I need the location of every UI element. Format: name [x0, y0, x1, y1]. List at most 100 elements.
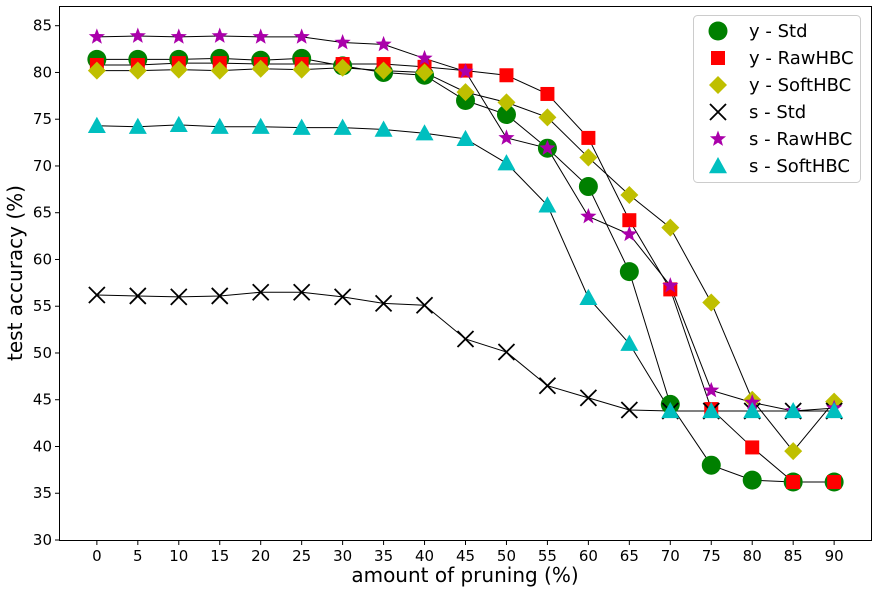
data-point: [251, 117, 270, 134]
x-tick-label: 40: [415, 547, 434, 565]
data-point: [415, 63, 434, 82]
data-point: [661, 218, 680, 237]
data-point: [745, 440, 760, 455]
data-point: [784, 401, 803, 419]
data-point: [825, 401, 844, 419]
data-point: [703, 381, 720, 398]
data-point: [87, 116, 106, 133]
data-point: [374, 294, 393, 313]
data-point: [334, 34, 351, 50]
x-tick-label: 25: [292, 547, 311, 565]
x-tick-label: 75: [702, 547, 721, 565]
data-point: [661, 401, 680, 419]
series-markers: [87, 27, 844, 492]
data-point: [742, 470, 762, 490]
legend-label: s - SoftHBC: [749, 156, 850, 177]
legend-label: s - RawHBC: [749, 129, 852, 150]
x-tick-label: 15: [210, 547, 229, 565]
data-point: [375, 35, 392, 52]
y-tick-label: 65: [33, 204, 52, 222]
data-point: [538, 108, 557, 127]
data-point: [169, 115, 188, 133]
data-point: [540, 86, 555, 101]
data-point: [88, 286, 106, 304]
legend-marker: [708, 21, 728, 41]
x-tick-label: 10: [169, 547, 188, 565]
y-tick-label: 55: [33, 297, 52, 315]
x-tick-label: 30: [333, 547, 352, 565]
legend-marker: [709, 76, 727, 94]
y-tick-label: 35: [33, 484, 52, 502]
data-point: [374, 61, 393, 80]
data-point: [621, 225, 638, 242]
x-tick-label: 90: [825, 547, 844, 565]
x-tick-label: 5: [133, 547, 143, 565]
legend-marker: [709, 130, 727, 146]
legend-box: [693, 15, 861, 183]
legend-entry: s - SoftHBC: [709, 156, 850, 177]
x-tick-label: 50: [497, 547, 516, 565]
axis-ticks: 0 5 10 15 20 25 30 35 40 45 50 55 60 65 70 75 80 85 90 30 35…: [33, 17, 844, 565]
data-point: [251, 59, 270, 78]
data-point: [210, 61, 229, 80]
y-tick-label: 60: [33, 250, 52, 268]
data-point: [497, 154, 516, 171]
x-tick-label: 20: [251, 547, 270, 565]
y-tick-label: 70: [33, 157, 52, 175]
data-point: [292, 60, 311, 79]
data-point: [415, 124, 434, 141]
data-point: [538, 196, 557, 213]
data-point: [333, 58, 352, 77]
x-tick-label: 60: [579, 547, 598, 565]
data-point: [702, 293, 721, 312]
data-point: [211, 27, 228, 43]
data-point: [579, 389, 598, 407]
y-tick-label: 45: [33, 391, 52, 409]
x-tick-label: 65: [620, 547, 639, 565]
data-point: [211, 287, 229, 305]
data-point: [580, 207, 597, 224]
data-point: [578, 177, 598, 197]
y-tick-label: 80: [33, 63, 52, 81]
legend-entry: y - RawHBC: [711, 48, 854, 69]
data-point: [374, 120, 393, 137]
y-tick-label: 50: [33, 344, 52, 362]
x-tick-label: 85: [784, 547, 803, 565]
data-point: [416, 49, 433, 66]
data-point: [581, 130, 596, 145]
data-point: [129, 27, 146, 43]
data-point: [252, 28, 269, 44]
legend-marker: [711, 51, 725, 65]
legend-marker: [709, 103, 727, 121]
data-point: [415, 296, 434, 314]
legend-entry: y - SoftHBC: [709, 75, 851, 96]
data-point: [88, 28, 105, 44]
data-point: [292, 118, 311, 135]
data-point: [293, 28, 310, 44]
data-point: [252, 283, 270, 301]
x-tick-label: 45: [456, 547, 475, 565]
data-point: [457, 63, 474, 79]
data-point: [620, 334, 639, 351]
data-point: [333, 118, 352, 135]
x-axis-label: amount of pruning (%): [351, 563, 578, 587]
x-tick-label: 55: [538, 547, 557, 565]
data-point: [128, 117, 147, 134]
data-point: [456, 129, 475, 147]
data-point: [496, 105, 516, 125]
legend-label: y - Std: [749, 21, 808, 42]
data-point: [701, 455, 721, 475]
data-point: [170, 28, 187, 44]
legend-label: s - Std: [749, 102, 806, 123]
data-point: [702, 401, 721, 419]
data-point: [497, 343, 516, 361]
y-tick-label: 85: [33, 17, 52, 35]
data-point: [87, 61, 106, 80]
data-point: [169, 60, 188, 79]
legend-label: y - SoftHBC: [749, 75, 851, 96]
y-tick-label: 30: [33, 531, 52, 549]
data-point: [662, 277, 679, 293]
data-point: [620, 185, 639, 204]
